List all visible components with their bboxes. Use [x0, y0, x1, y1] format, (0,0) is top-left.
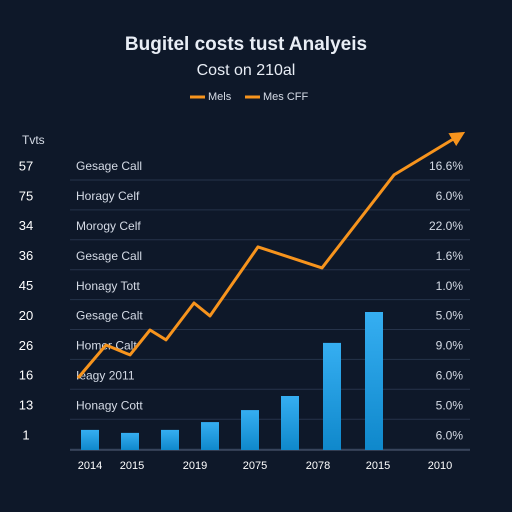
row-right-label: 22.0%: [429, 219, 463, 233]
row-right-label: 1.0%: [436, 279, 464, 293]
row-left-label: 75: [19, 188, 33, 203]
row-right-label: 5.0%: [436, 309, 464, 323]
row-left-label: 20: [19, 308, 33, 323]
row-left-label: 36: [19, 248, 33, 263]
row-right-label: 9.0%: [436, 339, 464, 353]
y-header: Tvts: [22, 133, 45, 147]
x-label: 2014: [78, 460, 102, 472]
bar-shade: [323, 342, 341, 450]
row-right-label: 6.0%: [436, 368, 464, 382]
row-name: Morogy Celf: [76, 219, 141, 233]
x-label: 2015: [366, 460, 390, 472]
row-name: Horagy Celf: [76, 189, 140, 203]
row-right-label: 16.6%: [429, 159, 463, 173]
row-left-label: 26: [19, 338, 33, 353]
bar-shade: [365, 312, 383, 450]
x-label: 2015: [120, 460, 144, 472]
bar-shade: [161, 429, 179, 450]
legend-label: Mes CFF: [263, 91, 309, 103]
row-right-label: 6.0%: [436, 428, 464, 442]
x-label: 2075: [243, 460, 267, 472]
row-name: Honagy Cott: [76, 398, 143, 412]
row-right-label: 5.0%: [436, 398, 464, 412]
line: [76, 131, 466, 379]
row-left-label: 45: [19, 278, 33, 293]
row-left-label: 34: [19, 218, 33, 233]
row-left-label: 13: [19, 398, 33, 413]
row-left-label: 57: [19, 158, 33, 173]
legend-label: Mels: [208, 91, 232, 103]
row-name: Gesage Call: [76, 159, 142, 173]
bar-shade: [281, 396, 299, 450]
chart-subtitle: Cost on 210al: [197, 62, 296, 79]
chart-title: Bugitel costs tust Analyeis: [125, 34, 367, 55]
bar-shade: [121, 432, 139, 450]
row-left-label: 1: [22, 428, 29, 443]
bar-shade: [241, 410, 259, 450]
bar-shade: [81, 429, 99, 450]
row-name: Gesage Calt: [76, 309, 143, 323]
x-label: 2019: [183, 460, 207, 472]
row-name: Honagy Tott: [76, 279, 140, 293]
row-name: Gesage Call: [76, 249, 142, 263]
row-left-label: 16: [19, 368, 33, 383]
row-right-label: 6.0%: [436, 189, 464, 203]
row-right-label: 1.6%: [436, 249, 464, 263]
row-name: Ieagy 2011: [76, 368, 135, 382]
x-label: 2010: [428, 460, 452, 472]
x-label: 2078: [306, 460, 330, 472]
bar-shade: [201, 422, 219, 450]
